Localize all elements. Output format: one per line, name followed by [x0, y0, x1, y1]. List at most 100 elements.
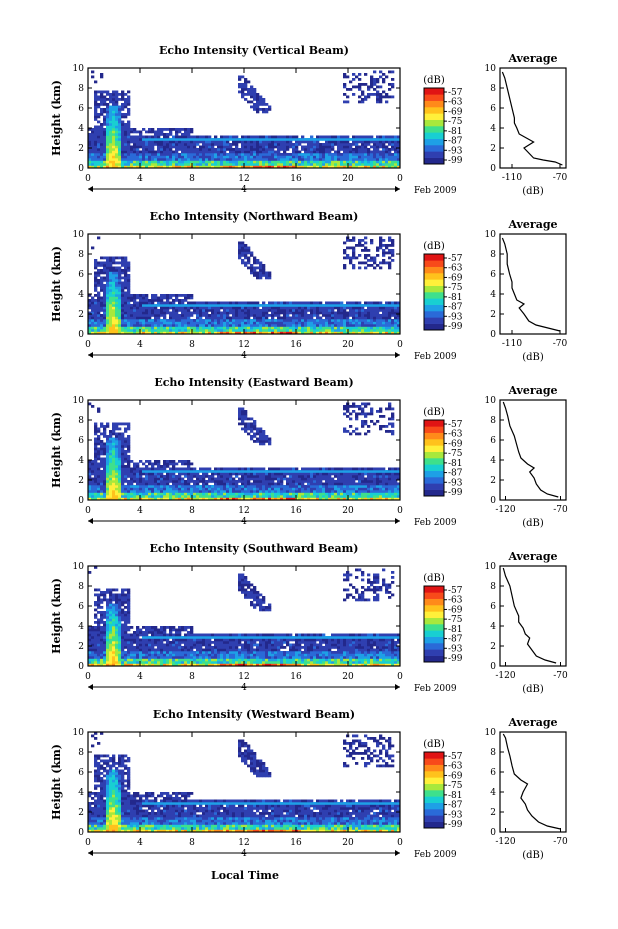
- y-tick-label: 6: [78, 436, 84, 446]
- profile-x-tick-label: -70: [553, 837, 568, 847]
- profile-y-tick-label: 2: [490, 476, 496, 486]
- colorbar-swatch: [424, 132, 444, 139]
- colorbar-swatch: [424, 88, 444, 95]
- profile-y-tick-label: 0: [490, 662, 496, 672]
- colorbar-swatch: [424, 426, 444, 433]
- x-tick-label: 12: [238, 340, 249, 350]
- colorbar-tick-label: -81: [448, 293, 463, 303]
- colorbar-tick-label: -63: [448, 98, 463, 108]
- colorbar-tick-label: -87: [448, 137, 463, 147]
- y-tick-label: 2: [78, 642, 84, 652]
- colorbar-swatch: [424, 317, 444, 324]
- colorbar-swatch: [424, 323, 444, 331]
- colorbar-swatch: [424, 586, 444, 593]
- x-tick-label: 0: [85, 340, 91, 350]
- profile-y-tick-label: 4: [490, 124, 496, 134]
- colorbar-swatch: [424, 592, 444, 599]
- profile-y-tick-label: 2: [490, 808, 496, 818]
- profile-y-tick-label: 0: [490, 496, 496, 506]
- y-tick-label: 6: [78, 104, 84, 114]
- y-tick-label: 0: [78, 496, 84, 506]
- colorbar-tick-label: -99: [448, 156, 463, 166]
- colorbar-swatch: [424, 273, 444, 280]
- colorbar-swatch: [424, 279, 444, 286]
- day-marker: 4: [241, 517, 247, 527]
- y-axis-label: Height (km): [50, 744, 63, 820]
- panel-0: Echo Intensity (Vertical Beam) 0 2 4 6 8 10 Hei…: [50, 44, 568, 197]
- y-tick-label: 10: [73, 728, 85, 738]
- colorbar-swatch: [424, 630, 444, 637]
- profile-y-tick-label: 2: [490, 310, 496, 320]
- colorbar-swatch: [424, 815, 444, 822]
- profile-y-tick-label: 0: [490, 828, 496, 838]
- x-tick-label: 0: [397, 506, 403, 516]
- y-tick-label: 2: [78, 476, 84, 486]
- profile-x-tick-label: -70: [553, 173, 568, 183]
- colorbar-tick-label: -93: [448, 478, 463, 488]
- profile-line: [502, 567, 557, 664]
- colorbar-swatch: [424, 311, 444, 318]
- x-tick-label: 12: [238, 174, 249, 184]
- profile-x-tick-label: -70: [553, 671, 568, 681]
- profile-y-tick-label: 6: [490, 436, 496, 446]
- colorbar-tick-label: -99: [448, 322, 463, 332]
- colorbar-swatch: [424, 458, 444, 465]
- colorbar-tick-label: -69: [448, 605, 463, 615]
- y-tick-label: 0: [78, 330, 84, 340]
- x-tick-label: 12: [238, 838, 249, 848]
- chart-title: Echo Intensity (Westward Beam): [153, 708, 355, 721]
- profile-x-tick-label: -120: [495, 671, 515, 681]
- profile-title: Average: [507, 218, 557, 231]
- x-tick-label: 16: [290, 174, 302, 184]
- profile-frame: [499, 67, 567, 169]
- colorbar-swatch: [424, 764, 444, 772]
- day-bar-right-arrow: [395, 684, 400, 690]
- colorbar-swatch: [424, 439, 444, 446]
- colorbar-tick-label: -99: [448, 654, 463, 664]
- profile-y-tick-label: 8: [490, 84, 496, 94]
- profile-xlabel: (dB): [522, 186, 544, 197]
- colorbar-swatch: [424, 126, 444, 133]
- profile-x-tick-label: -110: [502, 339, 522, 349]
- heatmap-cells: [88, 70, 400, 168]
- y-tick-label: 8: [78, 416, 84, 426]
- colorbar-swatch: [424, 624, 444, 631]
- colorbar-swatch: [424, 145, 444, 152]
- x-tick-label: 4: [137, 174, 143, 184]
- y-tick-label: 4: [78, 788, 84, 798]
- colorbar-tick-label: -63: [448, 430, 463, 440]
- colorbar-tick-label: -63: [448, 264, 463, 274]
- y-tick-label: 0: [78, 662, 84, 672]
- profile-y-tick-label: 10: [485, 230, 497, 240]
- profile-y-tick-label: 6: [490, 270, 496, 280]
- profile-xlabel: (dB): [522, 684, 544, 695]
- chart-title: Echo Intensity (Eastward Beam): [154, 376, 353, 389]
- x-tick-label: 0: [397, 174, 403, 184]
- colorbar-frame: [423, 751, 445, 829]
- month-label: Feb 2009: [414, 850, 457, 860]
- profile-y-tick-label: 8: [490, 250, 496, 260]
- colorbar-tick-label: -93: [448, 312, 463, 322]
- colorbar-swatch: [424, 151, 444, 158]
- y-tick-label: 4: [78, 622, 84, 632]
- profile-xlabel: (dB): [522, 518, 544, 529]
- colorbar-tick-label: -93: [448, 146, 463, 156]
- colorbar-swatch: [424, 821, 444, 829]
- profile-y-tick-label: 0: [490, 164, 496, 174]
- colorbar-unit: (dB): [423, 739, 445, 750]
- day-bar-left-arrow: [88, 684, 93, 690]
- colorbar-tick-label: -87: [448, 801, 463, 811]
- y-tick-label: 10: [73, 396, 85, 406]
- x-tick-label: 20: [342, 838, 354, 848]
- y-tick-label: 4: [78, 124, 84, 134]
- profile-line: [501, 237, 561, 332]
- x-tick-label: 0: [397, 672, 403, 682]
- profile-y-tick-label: 10: [485, 64, 497, 74]
- y-tick-label: 4: [78, 456, 84, 466]
- y-tick-label: 2: [78, 310, 84, 320]
- colorbar-swatch: [424, 796, 444, 803]
- x-tick-label: 0: [85, 506, 91, 516]
- day-bar-left-arrow: [88, 518, 93, 524]
- colorbar-swatch: [424, 649, 444, 656]
- colorbar-swatch: [424, 470, 444, 478]
